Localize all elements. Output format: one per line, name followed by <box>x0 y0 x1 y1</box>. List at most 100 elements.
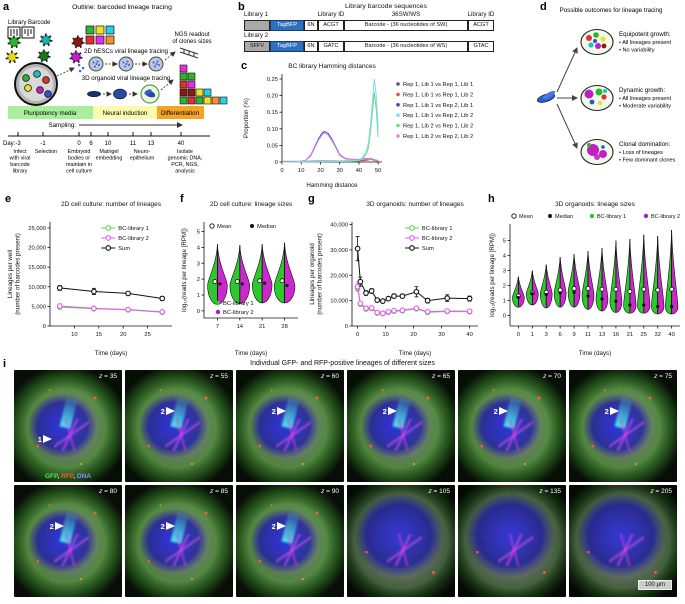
day-tick: -1 <box>40 141 46 147</box>
lineage-arrow: 2 <box>605 407 619 416</box>
svg-text:library: library <box>13 169 28 175</box>
library-1-construct: TagBFP 6N ACGT Barcode - (36 nucleotides… <box>244 20 536 31</box>
svg-text:25,000: 25,000 <box>28 226 46 232</box>
svg-text:Rep 1, Lib 2 vs Rep 1, Lib 2: Rep 1, Lib 2 vs Rep 1, Lib 2 <box>403 124 473 130</box>
svg-text:Time (days): Time (days) <box>235 350 267 357</box>
promoter-box <box>244 20 270 31</box>
svg-text:3: 3 <box>197 261 200 267</box>
svg-text:7: 7 <box>216 324 219 330</box>
svg-text:Hamming distance: Hamming distance <box>306 182 358 189</box>
virus-icons <box>5 33 85 64</box>
svg-text:Rep 1, Lib 1 vs Rep 1, Lib 1: Rep 1, Lib 1 vs Rep 1, Lib 1 <box>403 82 473 88</box>
svg-text:0.20: 0.20 <box>267 94 278 100</box>
microscopy-image: z = 65 2 <box>347 370 455 482</box>
svg-text:2D cell culture: lineage sizes: 2D cell culture: lineage sizes <box>210 201 293 208</box>
lineages-2d-chart: 0 5,000 10,000 15,000 20,000 25,000 10 15 20 25 Ti… <box>7 201 172 357</box>
svg-text:(number of barcodes present): (number of barcodes present) <box>15 233 22 315</box>
svg-text:Rep 1, Lib 1 vs Rep 2, Lib 1: Rep 1, Lib 1 vs Rep 2, Lib 1 <box>403 103 473 109</box>
svg-text:3D organoids: lineage sizes: 3D organoids: lineage sizes <box>555 201 636 208</box>
promoter-box: SFFV <box>244 41 270 52</box>
day-tick: -3 <box>15 141 21 147</box>
svg-text:0: 0 <box>275 160 278 166</box>
ngs-label-line1: NGS readout <box>174 32 209 38</box>
z-slice-label: z = 55 <box>210 373 228 380</box>
svg-text:Time (days): Time (days) <box>399 350 431 357</box>
svg-text:BC-library 2: BC-library 2 <box>422 236 453 242</box>
svg-text:embedding: embedding <box>96 156 123 162</box>
microscopy-image: z = 75 2 <box>569 370 677 482</box>
6n-box: 6N <box>304 41 318 52</box>
clonal-organoid-icon <box>580 138 614 166</box>
panel-label-h: h <box>488 193 495 205</box>
dish-arrow <box>56 67 75 77</box>
row-3d-label: 3D organoid viral lineage tracing <box>82 75 171 82</box>
z-slice-label: z = 85 <box>210 488 228 495</box>
svg-text:5,000: 5,000 <box>31 304 46 310</box>
svg-text:0: 0 <box>197 309 200 315</box>
panel-label-b: b <box>238 1 245 13</box>
svg-text:2: 2 <box>197 277 200 283</box>
svg-text:BC-library 2: BC-library 2 <box>651 214 680 220</box>
svg-text:• No variability: • No variability <box>619 48 655 54</box>
lineage-arrow: 2 <box>272 407 286 416</box>
svg-text:5: 5 <box>503 239 506 245</box>
clone-size-squares-icon <box>179 64 228 105</box>
library-id-header: Library ID <box>467 11 495 18</box>
svg-text:Lineages per organoid: Lineages per organoid <box>309 243 316 305</box>
svg-text:• Loss of lineages: • Loss of lineages <box>619 150 663 156</box>
svg-text:0: 0 <box>280 168 283 174</box>
library-1-label: Library 1 <box>244 11 269 18</box>
day-tick: 13 <box>148 141 155 147</box>
z-slice-label: z = 60 <box>321 373 339 380</box>
svg-text:40,000: 40,000 <box>330 223 348 229</box>
library-2-construct: SFFV TagBFP 6N GATC Barcode - (36 nucleo… <box>244 41 536 52</box>
library-id-box: ACGT <box>468 20 494 31</box>
clonal-heading: Clonal domination: <box>619 141 671 148</box>
svg-text:Lineages per well: Lineages per well <box>7 250 14 298</box>
library-id-box: GATC <box>318 41 344 52</box>
z-slice-label: z = 70 <box>543 373 561 380</box>
svg-text:Median: Median <box>555 214 573 220</box>
svg-text:0.10: 0.10 <box>267 127 278 133</box>
svg-text:6: 6 <box>559 332 562 338</box>
z-slice-label: z = 105 <box>428 488 450 495</box>
z-slice-label: z = 75 <box>654 373 672 380</box>
svg-text:15: 15 <box>96 332 102 338</box>
svg-text:40: 40 <box>668 332 674 338</box>
panel-a-title: Outline: barcoded lineage tracing <box>72 4 172 11</box>
svg-text:genomic DNA,: genomic DNA, <box>168 156 203 162</box>
z-slice-label: z = 135 <box>539 488 561 495</box>
panel-i: Individual GFP- and RFP-positive lineage… <box>0 360 685 597</box>
svg-text:log₁₀(reads per lineage [RPM]): log₁₀(reads per lineage [RPM]) <box>489 233 496 317</box>
svg-text:5: 5 <box>197 230 200 236</box>
hamming-distance-chart: 0 0.05 0.10 0.15 0.20 0.25 0 10 20 30 40 50 Hamming … <box>243 63 473 189</box>
microscopy-image: z = 85 2 <box>125 485 233 597</box>
svg-text:30,000: 30,000 <box>330 248 348 254</box>
svg-text:30: 30 <box>336 168 342 174</box>
microscopy-image: z = 90 2 <box>236 485 344 597</box>
svg-text:epithelium: epithelium <box>130 156 155 162</box>
lineage-arrow: 2 <box>50 522 64 531</box>
panel-d-title: Possible outcomes for lineage tracing <box>560 7 663 14</box>
svg-text:PCR, NGS,: PCR, NGS, <box>171 162 199 168</box>
svg-text:9: 9 <box>572 332 575 338</box>
panel-b-title: Library barcode sequences <box>345 3 427 10</box>
svg-text:Median: Median <box>257 224 276 230</box>
svg-text:10,000: 10,000 <box>330 299 348 305</box>
svg-text:Mean: Mean <box>217 224 232 230</box>
equipotent-heading: Equipotent growth: <box>619 31 671 38</box>
sw-ws-header: 36SW/WS <box>391 11 421 18</box>
svg-text:4: 4 <box>503 254 507 260</box>
svg-text:10,000: 10,000 <box>28 285 46 291</box>
day-label: Day: <box>3 141 16 147</box>
svg-text:10: 10 <box>382 332 388 338</box>
svg-text:bodies or: bodies or <box>68 156 90 162</box>
outcome-text: Equipotent growth: • All lineages presen… <box>619 31 676 164</box>
svg-text:Neuro-: Neuro- <box>134 149 151 155</box>
embryoid-body-icon <box>536 90 556 103</box>
panel-b-headers: Library 1 Library ID 36SW/WS Library ID <box>236 11 536 20</box>
media-differentiation: Differentiation <box>161 110 200 117</box>
svg-text:with viral: with viral <box>9 156 31 162</box>
